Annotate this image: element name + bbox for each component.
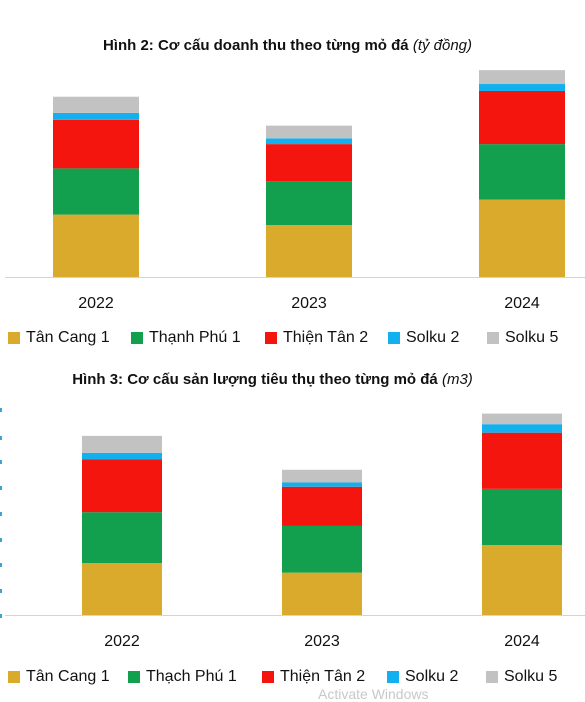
bar-segment-2022-tân-cang-1 xyxy=(53,214,139,277)
edge-tick-mark xyxy=(0,614,2,618)
x-tick-label-2022: 2022 xyxy=(104,633,140,650)
bar-segment-2023-solku-5 xyxy=(282,469,362,483)
x-tick-label-2022: 2022 xyxy=(78,295,114,312)
bar-segment-2022-solku-5 xyxy=(53,96,139,113)
bar-segment-2023-tân-cang-1 xyxy=(266,225,352,277)
bar-segment-2024-thiện-tân-2 xyxy=(482,432,562,489)
chart-2-unit: (m3) xyxy=(441,371,473,388)
legend-label: Tân Cang 1 xyxy=(26,329,110,346)
edge-tick-mark xyxy=(0,589,2,593)
bar-segment-2024-solku-5 xyxy=(479,70,565,85)
x-tick-label-2024: 2024 xyxy=(504,295,540,312)
bar-segment-2022-solku-5 xyxy=(82,435,162,453)
legend-item-solku-5: Solku 5 xyxy=(486,668,557,686)
bar-segment-2023-thiện-tân-2 xyxy=(282,486,362,526)
bar-segment-2024-thạnh-phú-1 xyxy=(479,144,565,200)
legend-swatch xyxy=(487,332,499,344)
x-tick-label-2023: 2023 xyxy=(304,633,340,650)
legend-label: Thạch Phú 1 xyxy=(146,668,237,685)
bar-segment-2024-tân-cang-1 xyxy=(479,199,565,277)
bar-segment-2024-tân-cang-1 xyxy=(482,545,562,615)
edge-tick-mark xyxy=(0,436,2,440)
legend-label: Thiện Tân 2 xyxy=(280,668,366,685)
bar-segment-2022-thạch-phú-1 xyxy=(82,512,162,564)
legend-item-thạch-phú-1: Thạch Phú 1 xyxy=(128,668,237,686)
legend-swatch xyxy=(8,332,20,344)
legend-item-solku-2: Solku 2 xyxy=(387,668,458,686)
bar-segment-2022-thiện-tân-2 xyxy=(53,119,139,169)
bar-segment-2022-tân-cang-1 xyxy=(82,563,162,615)
legend-swatch xyxy=(486,671,498,683)
legend-swatch xyxy=(262,671,274,683)
bar-segment-2023-solku-2 xyxy=(282,482,362,487)
bar-segment-2024-solku-2 xyxy=(482,424,562,433)
legend-swatch xyxy=(128,671,140,683)
edge-tick-mark xyxy=(0,486,2,490)
chart-1-unit: (tỷ đồng) xyxy=(412,37,473,54)
x-tick-label-2023: 2023 xyxy=(291,295,327,312)
bar-segment-2023-thạnh-phú-1 xyxy=(266,181,352,225)
legend-label: Solku 5 xyxy=(505,329,559,346)
legend-item-tân-cang-1: Tân Cang 1 xyxy=(8,329,110,347)
bar-segment-2022-thiện-tân-2 xyxy=(82,459,162,513)
bar-segment-2024-solku-2 xyxy=(479,84,565,91)
edge-tick-mark xyxy=(0,512,2,516)
chart-1-revenue-structure: 2022 2023 2024 xyxy=(5,70,585,312)
legend-label: Solku 2 xyxy=(406,329,460,346)
legend-label: Thiện Tân 2 xyxy=(283,329,369,346)
legend-swatch xyxy=(387,671,399,683)
edge-tick-mark xyxy=(0,460,2,464)
chart-1-legend: Tân Cang 1 Thạnh Phú 1 Thiện Tân 2 Solku 2 S… xyxy=(0,326,585,350)
bar-segment-2023-thiện-tân-2 xyxy=(266,144,352,182)
bar-segment-2024-solku-5 xyxy=(482,413,562,425)
legend-swatch xyxy=(8,671,20,683)
edge-tick-mark xyxy=(0,563,2,567)
edge-tick-mark xyxy=(0,538,2,542)
legend-item-thạnh-phú-1: Thạnh Phú 1 xyxy=(131,329,241,347)
chart-1-title: Hình 2: Cơ cấu doanh thu theo từng mỏ đá… xyxy=(0,37,580,54)
legend-swatch xyxy=(265,332,277,344)
chart-2-volume-structure: 2022 2023 2024 xyxy=(5,413,585,650)
legend-swatch xyxy=(388,332,400,344)
bar-segment-2024-thạch-phú-1 xyxy=(482,488,562,546)
legend-item-thiện-tân-2: Thiện Tân 2 xyxy=(265,329,368,347)
bar-segment-2023-thạch-phú-1 xyxy=(282,525,362,573)
activate-windows-watermark: Activate Windows xyxy=(318,686,429,702)
chart-2-title-text: Hình 3: Cơ cấu sản lượng tiêu thụ theo t… xyxy=(72,371,438,388)
legend-item-thiện-tân-2: Thiện Tân 2 xyxy=(262,668,365,686)
bar-segment-2022-thạnh-phú-1 xyxy=(53,168,139,215)
legend-label: Thạnh Phú 1 xyxy=(149,329,241,346)
bar-segment-2022-solku-2 xyxy=(53,112,139,120)
legend-swatch xyxy=(131,332,143,344)
bar-segment-2023-tân-cang-1 xyxy=(282,572,362,615)
legend-item-tân-cang-1: Tân Cang 1 xyxy=(8,668,110,686)
bar-segment-2023-solku-5 xyxy=(266,125,352,139)
bar-segment-2023-solku-2 xyxy=(266,138,352,145)
legend-label: Solku 5 xyxy=(504,668,558,685)
legend-item-solku-2: Solku 2 xyxy=(388,329,459,347)
x-tick-label-2024: 2024 xyxy=(504,633,540,650)
chart-2-legend: Tân Cang 1 Thạch Phú 1 Thiện Tân 2 Solku 2 S… xyxy=(0,665,585,689)
chart-1-title-text: Hình 2: Cơ cấu doanh thu theo từng mỏ đá xyxy=(102,37,409,54)
legend-item-solku-5: Solku 5 xyxy=(487,329,558,347)
chart-2-title: Hình 3: Cơ cấu sản lượng tiêu thụ theo t… xyxy=(0,371,565,388)
legend-label: Tân Cang 1 xyxy=(26,668,110,685)
legend-label: Solku 2 xyxy=(405,668,459,685)
edge-tick-mark xyxy=(0,408,2,412)
bar-segment-2022-solku-2 xyxy=(82,452,162,460)
bar-segment-2024-thiện-tân-2 xyxy=(479,90,565,145)
